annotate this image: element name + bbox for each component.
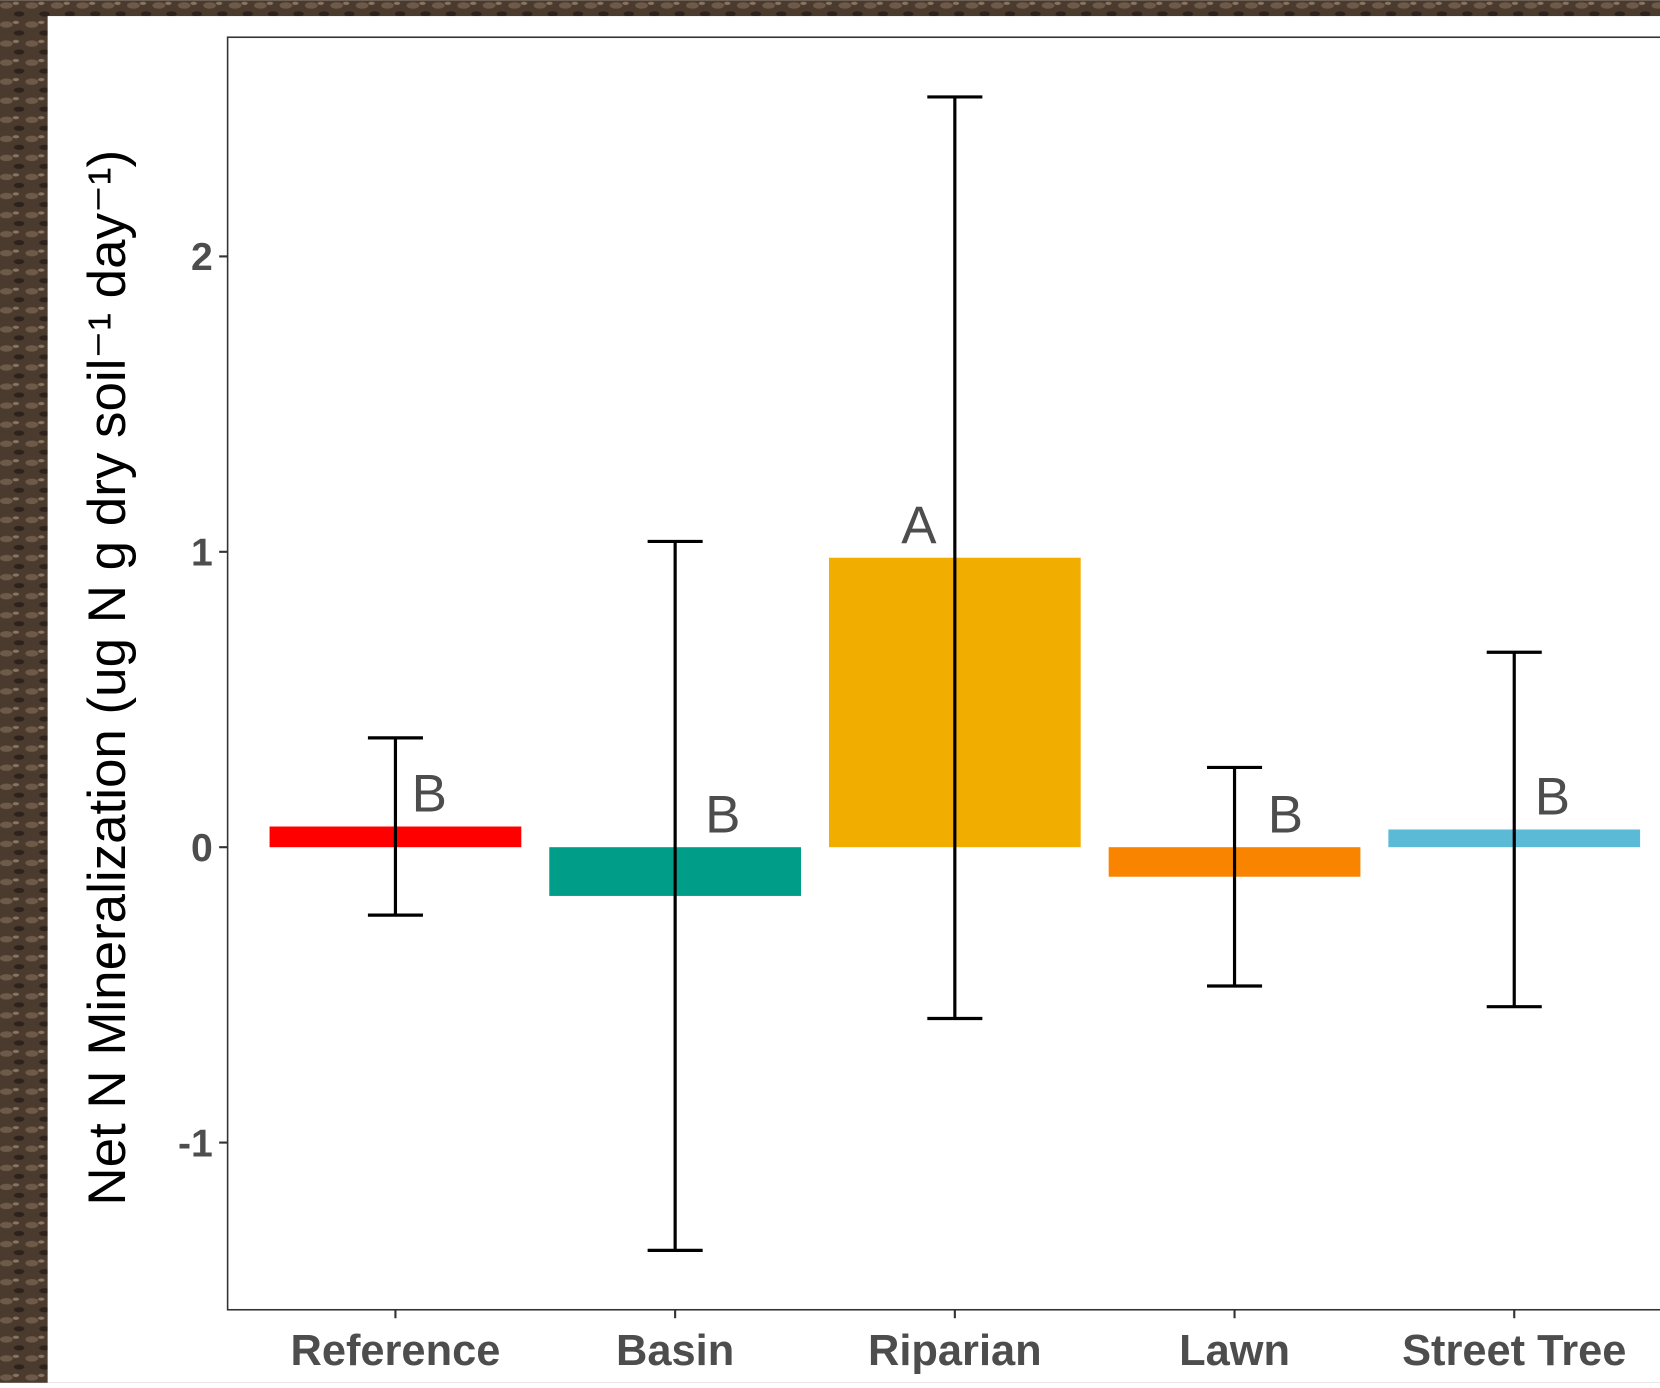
y-tick-label: 0: [191, 827, 213, 870]
significance-letter: B: [412, 765, 447, 824]
y-axis-title: Net N Mineralization (ug N g dry soil⁻¹ …: [78, 150, 137, 1206]
significance-letter: A: [901, 496, 937, 555]
chart: Net N Mineralization (ug N g dry soil⁻¹ …: [0, 0, 1660, 1383]
significance-letter: B: [705, 785, 740, 844]
y-tick-label: 2: [191, 236, 213, 279]
x-tick-label: Lawn: [1179, 1327, 1290, 1375]
significance-letter: B: [1268, 785, 1303, 844]
x-tick-label: Basin: [616, 1327, 734, 1375]
x-tick-label: Reference: [291, 1327, 501, 1375]
x-tick-label: Street Tree: [1402, 1327, 1626, 1375]
x-tick-label: Riparian: [868, 1327, 1042, 1375]
significance-letter: B: [1535, 768, 1570, 827]
y-tick-label: -1: [178, 1122, 213, 1165]
y-tick-label: 1: [191, 532, 213, 575]
